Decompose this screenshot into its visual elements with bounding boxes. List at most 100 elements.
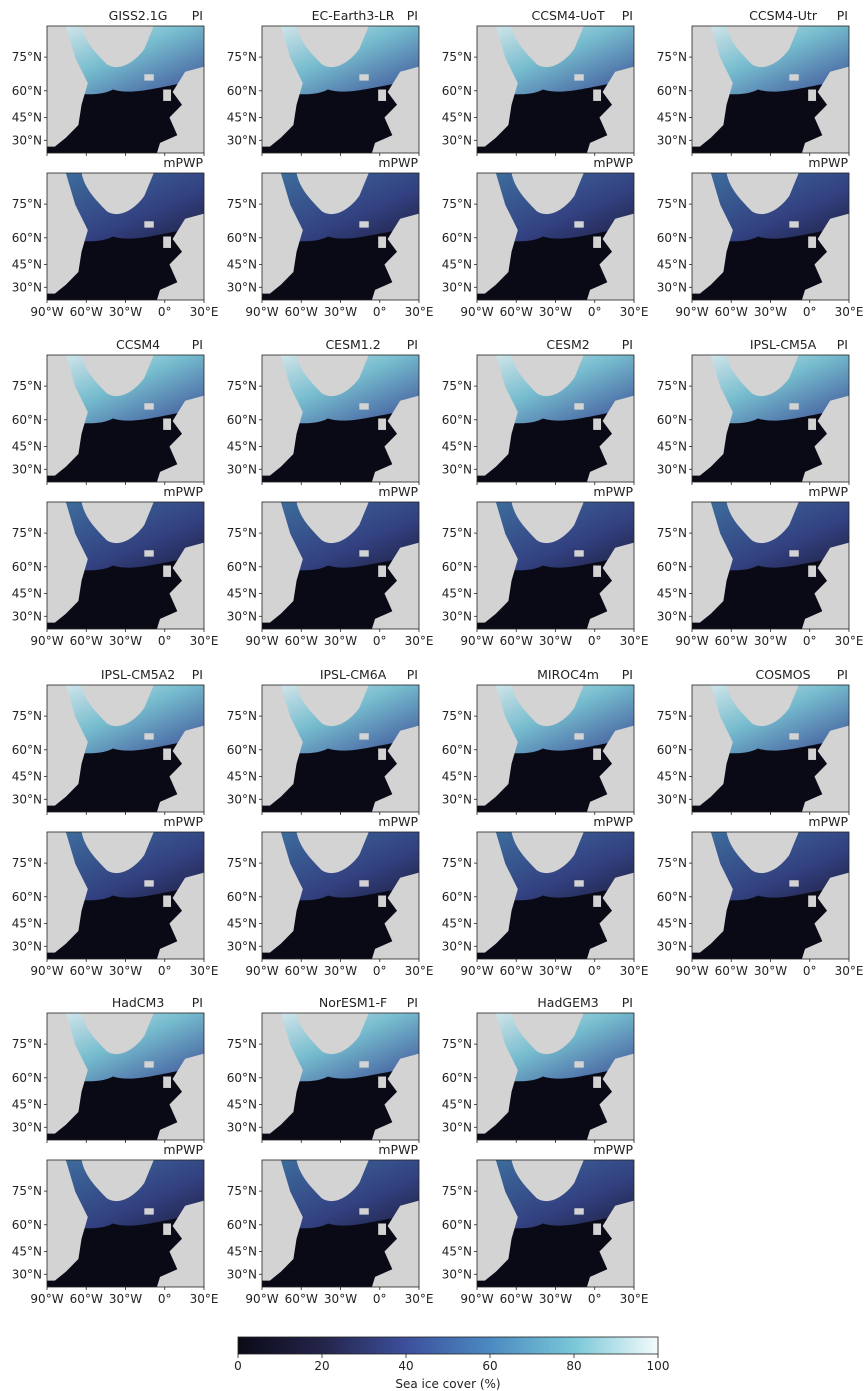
lon-tick-label: 90°W xyxy=(30,1292,63,1306)
lat-tick-label: 75°N xyxy=(227,1184,257,1198)
pi-map-panel: 75°N 60°N 45°N 30°N CCSM4-UoT PI xyxy=(442,8,635,156)
lat-tick-label: 60°N xyxy=(12,84,42,98)
colorbar-tick-label: 20 xyxy=(314,1359,329,1373)
lat-tick-label: 30°N xyxy=(227,1267,257,1281)
lon-tick-label: 30°W xyxy=(324,634,357,648)
pi-period-label: PI xyxy=(192,8,203,23)
lat-tick-label: 60°N xyxy=(657,231,687,245)
mpwp-map-panel: 75°N 60°N 45°N 30°N 90°W 60°W 30°W 0° 30°E mPWP xyxy=(442,484,649,648)
pi-map-panel: 75°N 60°N 45°N 30°N HadGEM3 PI xyxy=(442,995,635,1143)
pi-map-panel: 75°N 60°N 45°N 30°N CESM2 PI xyxy=(442,337,635,485)
lon-tick-label: 90°W xyxy=(675,634,708,648)
pi-period-label: PI xyxy=(837,667,848,682)
mpwp-map-panel: 75°N 60°N 45°N 30°N 90°W 60°W 30°W 0° 30°E mPWP xyxy=(227,1142,434,1306)
lat-tick-label: 45°N xyxy=(12,586,42,600)
model-panel-pair: 75°N 60°N 45°N 30°N CESM2 PI 75°N 60°N 45°N 30°N 9… xyxy=(442,337,649,648)
lon-tick-label: 0° xyxy=(588,964,602,978)
lat-tick-label: 75°N xyxy=(657,856,687,870)
lat-tick-label: 45°N xyxy=(227,257,257,271)
lat-tick-label: 45°N xyxy=(227,439,257,453)
lat-tick-label: 30°N xyxy=(227,1120,257,1134)
lon-tick-label: 30°E xyxy=(835,964,864,978)
lon-tick-label: 0° xyxy=(803,305,817,319)
lon-tick-label: 0° xyxy=(588,634,602,648)
pi-period-label: PI xyxy=(622,667,633,682)
lat-tick-label: 30°N xyxy=(12,280,42,294)
lat-tick-label: 75°N xyxy=(657,50,687,64)
mpwp-period-label: mPWP xyxy=(378,814,418,829)
pi-map-panel: 75°N 60°N 45°N 30°N COSMOS PI xyxy=(657,667,850,815)
model-name-label: IPSL-CM6A xyxy=(320,667,387,682)
model-panel-pair: 75°N 60°N 45°N 30°N CCSM4-Utr PI 75°N 60°N 45°N 3… xyxy=(657,8,864,319)
model-name-label: CCSM4-UoT xyxy=(532,8,605,23)
lat-tick-label: 75°N xyxy=(227,50,257,64)
pi-period-label: PI xyxy=(192,667,203,682)
lon-tick-label: 0° xyxy=(158,305,172,319)
model-name-label: IPSL-CM5A xyxy=(750,337,817,352)
lon-tick-label: 90°W xyxy=(30,964,63,978)
model-panel-pair: 75°N 60°N 45°N 30°N NorESM1-F PI 75°N 60°N 45°N 3… xyxy=(227,995,434,1306)
panel-grid: 75°N 60°N 45°N 30°N GISS2.1G PI 75°N 60°N 45°N 30… xyxy=(12,8,864,1306)
model-name-label: MIROC4m xyxy=(537,667,599,682)
mpwp-map-panel: 75°N 60°N 45°N 30°N 90°W 60°W 30°W 0° 30°E mPWP xyxy=(657,814,864,978)
model-panel-pair: 75°N 60°N 45°N 30°N IPSL-CM5A PI 75°N 60°N 45°N 3… xyxy=(657,337,864,648)
lat-tick-label: 30°N xyxy=(657,133,687,147)
lon-tick-label: 0° xyxy=(373,305,387,319)
mpwp-period-label: mPWP xyxy=(163,1142,203,1157)
lon-tick-label: 0° xyxy=(803,964,817,978)
lat-tick-label: 30°N xyxy=(442,792,472,806)
mpwp-period-label: mPWP xyxy=(163,814,203,829)
lat-tick-label: 75°N xyxy=(12,856,42,870)
pi-map-panel: 75°N 60°N 45°N 30°N NorESM1-F PI xyxy=(227,995,420,1143)
lat-tick-label: 45°N xyxy=(442,439,472,453)
lon-tick-label: 30°W xyxy=(539,305,572,319)
lon-tick-label: 30°E xyxy=(620,305,649,319)
lat-tick-label: 60°N xyxy=(442,413,472,427)
lat-tick-label: 60°N xyxy=(657,560,687,574)
lat-tick-label: 30°N xyxy=(12,609,42,623)
model-name-label: CESM1.2 xyxy=(325,337,380,352)
lat-tick-label: 75°N xyxy=(442,709,472,723)
lat-tick-label: 60°N xyxy=(657,413,687,427)
mpwp-map-panel: 75°N 60°N 45°N 30°N 90°W 60°W 30°W 0° 30°E mPWP xyxy=(657,484,864,648)
lon-tick-label: 90°W xyxy=(30,305,63,319)
pi-period-label: PI xyxy=(622,8,633,23)
lon-tick-label: 90°W xyxy=(460,964,493,978)
lat-tick-label: 60°N xyxy=(442,743,472,757)
lat-tick-label: 75°N xyxy=(657,379,687,393)
lat-tick-label: 30°N xyxy=(12,1267,42,1281)
lon-tick-label: 60°W xyxy=(70,634,103,648)
colorbar-tick-label: 40 xyxy=(398,1359,413,1373)
lat-tick-label: 75°N xyxy=(657,197,687,211)
lat-tick-label: 60°N xyxy=(12,231,42,245)
lon-tick-label: 90°W xyxy=(30,634,63,648)
lon-tick-label: 60°W xyxy=(70,964,103,978)
lat-tick-label: 45°N xyxy=(12,439,42,453)
lat-tick-label: 45°N xyxy=(657,257,687,271)
lat-tick-label: 60°N xyxy=(12,1071,42,1085)
lat-tick-label: 60°N xyxy=(442,1218,472,1232)
lat-tick-label: 45°N xyxy=(442,1097,472,1111)
mpwp-period-label: mPWP xyxy=(808,484,848,499)
lat-tick-label: 45°N xyxy=(12,257,42,271)
colorbar: 0 20 40 60 80 100 Sea ice cover (%) xyxy=(234,1336,669,1391)
lon-tick-label: 60°W xyxy=(285,634,318,648)
model-panel-pair: 75°N 60°N 45°N 30°N IPSL-CM6A PI 75°N 60°N 45°N 3… xyxy=(227,667,434,978)
model-name-label: HadCM3 xyxy=(112,995,164,1010)
lon-tick-label: 30°W xyxy=(109,634,142,648)
lon-tick-label: 0° xyxy=(588,305,602,319)
lon-tick-label: 90°W xyxy=(245,964,278,978)
lat-tick-label: 45°N xyxy=(12,1097,42,1111)
lon-tick-label: 30°E xyxy=(835,305,864,319)
lat-tick-label: 75°N xyxy=(442,50,472,64)
pi-period-label: PI xyxy=(407,8,418,23)
lat-tick-label: 30°N xyxy=(227,792,257,806)
pi-map-panel: 75°N 60°N 45°N 30°N IPSL-CM5A PI xyxy=(657,337,850,485)
lat-tick-label: 45°N xyxy=(227,1097,257,1111)
lat-tick-label: 75°N xyxy=(227,709,257,723)
mpwp-map-panel: 75°N 60°N 45°N 30°N 90°W 60°W 30°W 0° 30°E mPWP xyxy=(12,814,219,978)
lat-tick-label: 45°N xyxy=(227,586,257,600)
lon-tick-label: 30°E xyxy=(835,634,864,648)
lat-tick-label: 30°N xyxy=(442,939,472,953)
